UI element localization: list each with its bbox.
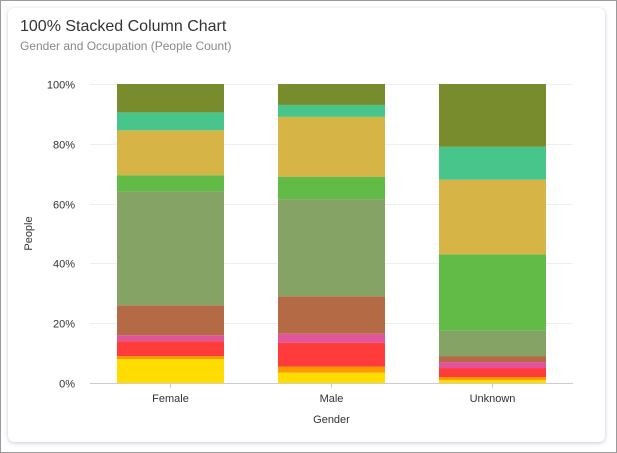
bar-segment-female-7[interactable] (117, 175, 224, 192)
x-tick-label: Male (320, 393, 344, 405)
bar-segment-unknown-1[interactable] (439, 380, 546, 383)
bar-segment-female-3[interactable] (117, 341, 224, 357)
bar-segment-male-2[interactable] (278, 366, 385, 373)
bar-segment-unknown-5[interactable] (439, 356, 546, 363)
x-tick-label: Female (152, 393, 189, 405)
bar-segment-male-5[interactable] (278, 296, 385, 334)
bar-segment-female-8[interactable] (117, 130, 224, 176)
bar-segment-female-6[interactable] (117, 191, 224, 306)
bar-segment-female-10[interactable] (117, 84, 224, 113)
bar-segment-male-10[interactable] (278, 84, 385, 105)
bar-segment-unknown-8[interactable] (439, 179, 546, 255)
bar-segment-male-6[interactable] (278, 199, 385, 297)
bar-segment-unknown-3[interactable] (439, 368, 546, 378)
y-axis-title: People (23, 216, 35, 250)
bar-segment-female-2[interactable] (117, 356, 224, 360)
bar-segment-unknown-10[interactable] (439, 84, 546, 147)
bar-segment-female-1[interactable] (117, 359, 224, 383)
bar-segment-male-3[interactable] (278, 342, 385, 367)
x-axis-title: Gender (313, 414, 350, 426)
bar-segment-male-1[interactable] (278, 372, 385, 383)
bar-segment-female-5[interactable] (117, 305, 224, 336)
y-tick-label: 40% (53, 259, 75, 271)
y-tick-label: 0% (59, 379, 75, 391)
y-tick-label: 100% (47, 80, 75, 92)
bar-segment-male-4[interactable] (278, 333, 385, 343)
bars (117, 84, 546, 383)
y-tick-label: 80% (53, 140, 75, 152)
x-tick-label: Unknown (470, 393, 516, 405)
bar-segment-female-4[interactable] (117, 335, 224, 342)
bar-segment-female-9[interactable] (117, 112, 224, 131)
bar-segment-unknown-7[interactable] (439, 254, 546, 331)
bar-segment-unknown-2[interactable] (439, 377, 546, 381)
y-tick-label: 20% (53, 319, 75, 331)
bar-segment-male-9[interactable] (278, 104, 385, 117)
axes: 0% 20% 40% 60% 80% 100% Female Male Unknown (47, 80, 516, 406)
bar-segment-male-8[interactable] (278, 116, 385, 177)
bar-segment-unknown-6[interactable] (439, 330, 546, 357)
chart-subtitle: Gender and Occupation (People Count) (20, 39, 232, 53)
bar-segment-male-7[interactable] (278, 176, 385, 200)
chart-title: 100% Stacked Column Chart (20, 18, 227, 35)
y-tick-label: 60% (53, 200, 75, 212)
bar-segment-unknown-9[interactable] (439, 146, 546, 180)
bar-segment-unknown-4[interactable] (439, 362, 546, 369)
